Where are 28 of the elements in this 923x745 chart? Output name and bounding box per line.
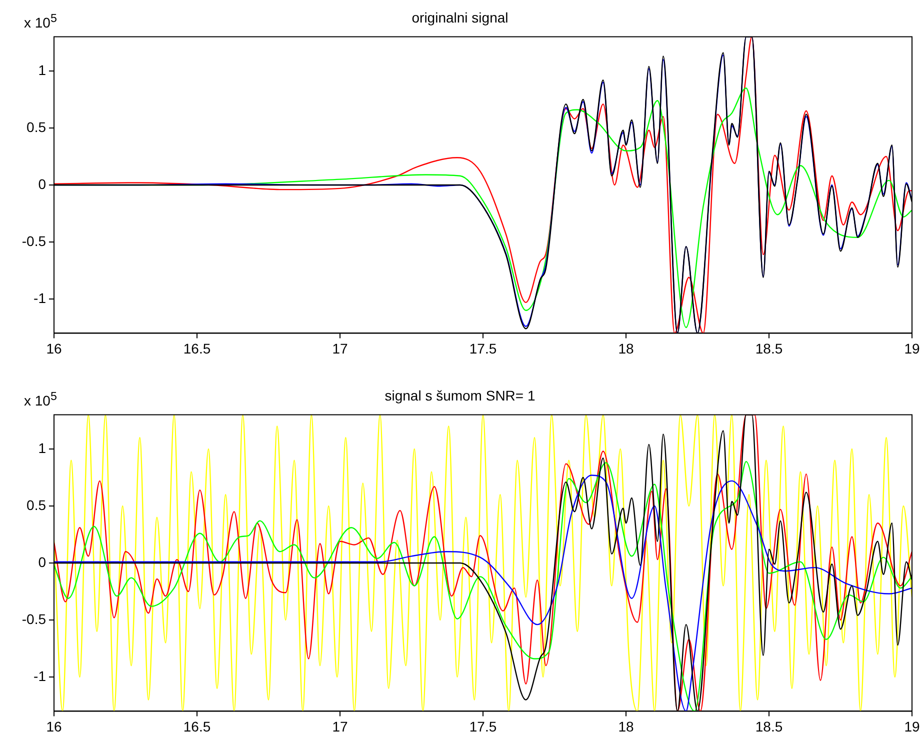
- y-tick-label: 1: [38, 62, 46, 78]
- x-tick-label: 18: [618, 340, 634, 356]
- x-tick-label: 18.5: [755, 340, 783, 356]
- x-tick-label: 19: [904, 718, 920, 734]
- x-tick-label: 16.5: [183, 718, 211, 734]
- x-tick-label: 16: [46, 340, 62, 356]
- x-tick-label: 17: [332, 718, 348, 734]
- x-tick-label: 19: [904, 340, 920, 356]
- y-tick-label: 0.5: [26, 496, 46, 513]
- text: x 10$^{5}$: [24, 390, 57, 409]
- y-tick-label: 1: [38, 440, 46, 456]
- x-tick-label: 18: [618, 718, 634, 734]
- y-tick-label: -0.5: [22, 610, 46, 627]
- y-tick-label: -0.5: [22, 232, 46, 249]
- chart-title: originalni signal: [412, 9, 508, 26]
- y-tick-label: -1: [34, 668, 46, 684]
- y-tick-label: -1: [34, 290, 46, 306]
- chart-title: signal s šumom SNR= 1: [384, 387, 536, 404]
- x-tick-label: 16.5: [183, 340, 211, 356]
- x-tick-label: 17.5: [469, 718, 497, 734]
- y-tick-label: 0: [38, 176, 46, 192]
- y-tick-label: 0.5: [26, 118, 46, 135]
- x-tick-label: 17: [332, 340, 348, 356]
- x-tick-label: 16: [46, 718, 62, 734]
- x-tick-label: 17.5: [469, 340, 497, 356]
- x-tick-label: 18.5: [755, 718, 783, 734]
- text: x 10$^{5}$: [24, 12, 57, 31]
- y-tick-label: 0: [38, 554, 46, 570]
